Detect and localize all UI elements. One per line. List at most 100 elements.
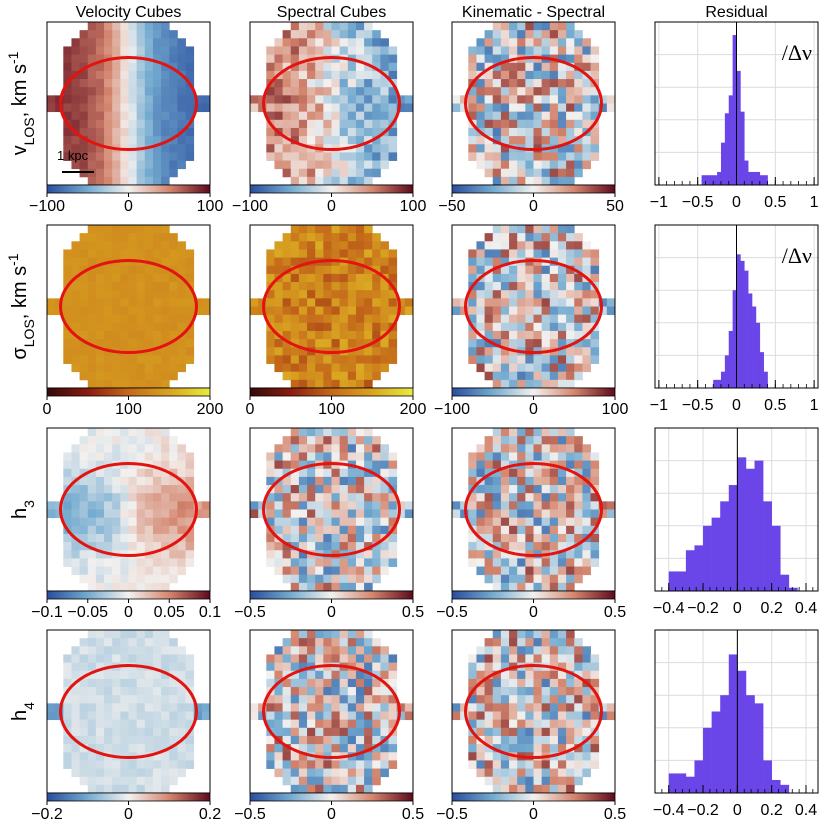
pixel [347,314,357,324]
pixel [331,727,341,737]
pixel [104,363,113,373]
pixel [112,322,121,332]
pixel [104,476,113,486]
pixel [144,339,154,348]
pixel [355,768,365,778]
pixel [161,127,170,137]
pixel [95,347,105,356]
pixel [331,111,341,121]
pixel [169,542,178,551]
pixel [566,533,575,543]
pixel [372,152,381,161]
pixel [582,695,591,704]
pixel [525,476,534,486]
pixel [120,776,129,786]
pixel [525,768,534,778]
pixel [298,550,308,559]
pixel [144,476,154,486]
pixel [533,646,543,655]
pixel [355,347,365,356]
pixel [484,257,494,267]
pixel [517,160,526,170]
pixel [476,265,485,275]
pixel [104,501,113,510]
pixel [307,339,316,348]
pixel [492,509,502,519]
pixel [468,678,477,688]
pixel [315,582,324,592]
pixel [533,760,543,769]
pixel [128,485,138,494]
pixel [364,760,373,769]
pixel [120,160,129,170]
pixel [104,703,113,712]
pixel [380,485,389,494]
pixel [582,654,591,663]
pixel [315,670,324,680]
pixel [492,654,502,663]
pixel [388,70,398,80]
pixel [355,160,365,170]
pixel [541,298,551,307]
pixel [250,103,259,113]
pixel [71,95,80,104]
pixel [315,525,324,535]
pixel [517,87,526,96]
pixel [557,306,567,316]
pixel [104,330,113,340]
pixel [574,678,583,688]
pixel [339,282,349,291]
pixel [71,760,80,769]
pixel [388,87,398,96]
pixel [468,460,477,470]
pixel [144,493,154,502]
pixel [315,485,324,494]
pixel [582,95,591,104]
pixel [104,760,113,769]
pixel [104,678,113,688]
pixel [500,566,510,576]
colorbar-tick-label: 0 [529,806,538,823]
pixel [79,95,89,104]
pixel [282,678,292,688]
pixel [120,542,129,551]
pixel [492,428,502,437]
pixel [144,444,154,453]
row-label-symbol: h [9,710,31,721]
pixel [517,735,526,745]
pixel [347,678,357,688]
pixel [307,719,316,729]
pixel [79,314,89,324]
pixel [364,168,373,178]
pixel [452,306,461,316]
pixel [63,760,72,769]
pixel [533,363,543,373]
pixel [87,273,97,283]
pixel [566,654,575,663]
pixel [307,79,316,88]
pixel [104,38,113,47]
pixel [71,160,80,170]
pixel [63,654,72,663]
pixel [63,249,72,258]
pixel [282,776,292,786]
pixel [120,768,129,778]
pixel [525,119,534,129]
pixel [355,103,365,113]
pixel [63,330,72,340]
pixel [323,719,332,729]
pixel [500,638,510,647]
row-label: σLOS, km s-1 [5,253,37,359]
pixel [315,282,324,291]
pixel [355,687,365,696]
pixel [355,176,365,186]
pixel [95,241,105,250]
pixel [549,436,559,445]
hist-bar [771,525,781,591]
pixel [533,517,543,527]
pixel [525,322,534,332]
pixel [339,233,349,242]
pixel [533,687,543,696]
pixel [120,363,129,373]
pixel [566,476,575,486]
